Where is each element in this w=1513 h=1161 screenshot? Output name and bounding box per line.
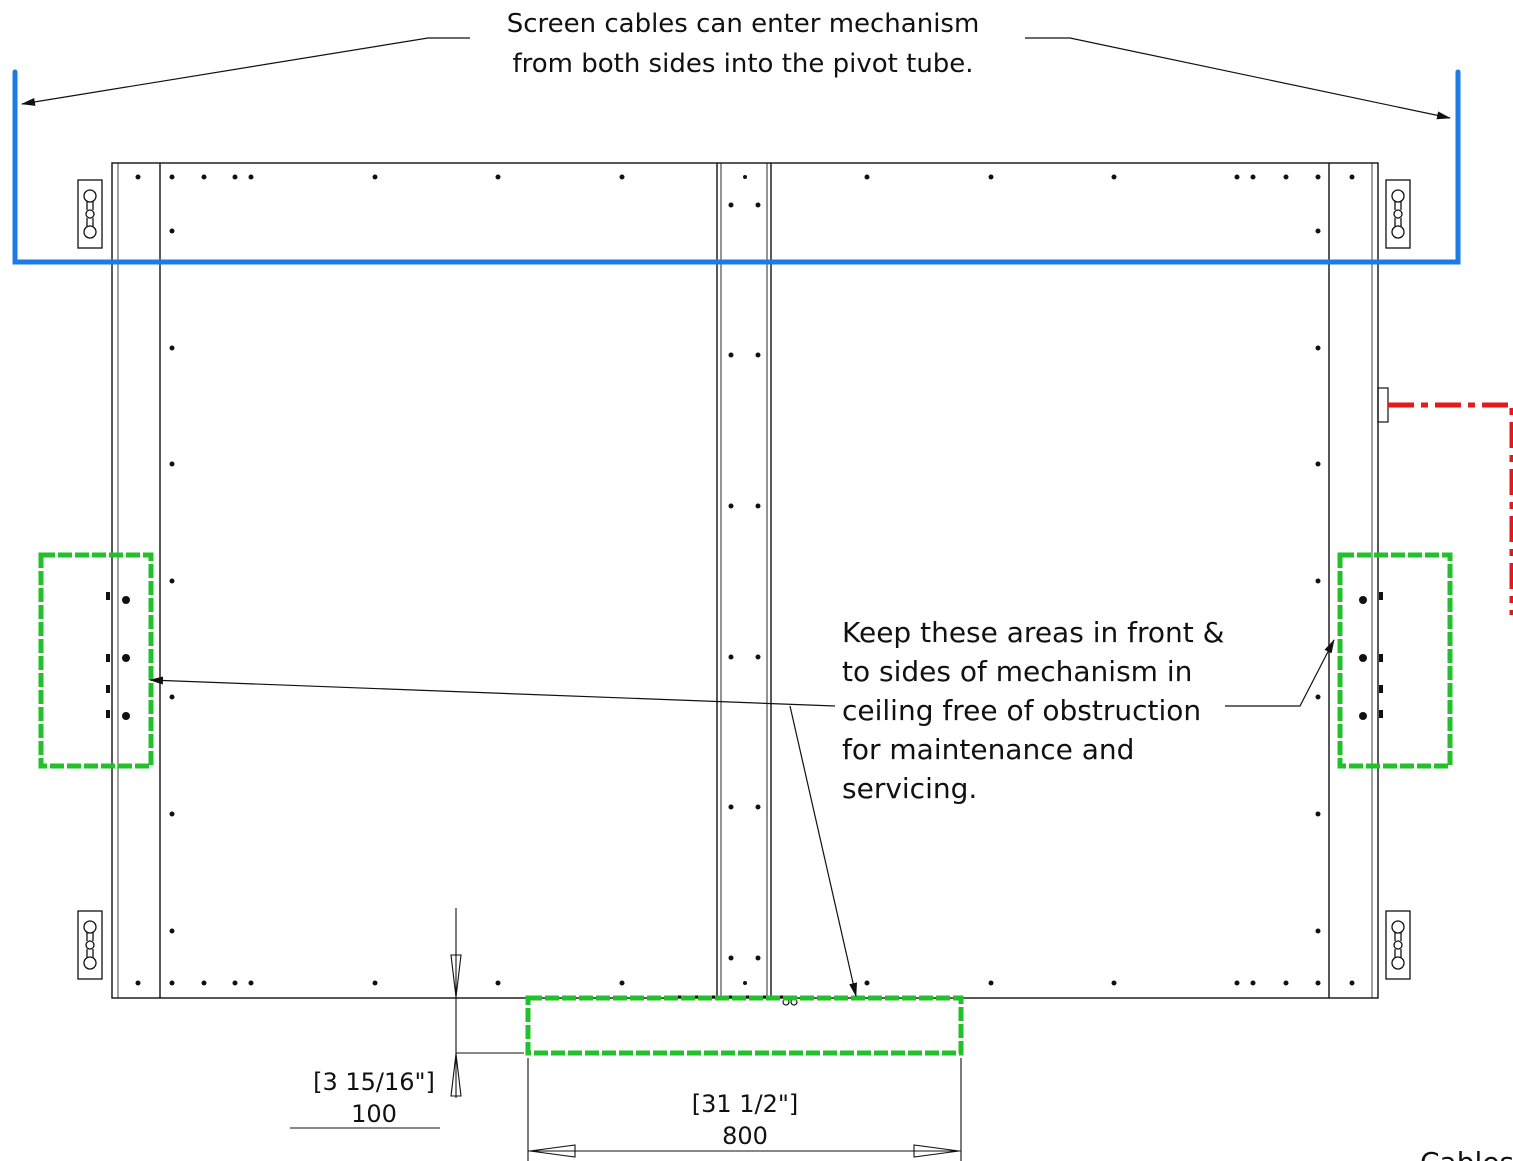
cable-entry-path bbox=[12, 69, 1461, 265]
clearance-zone-left bbox=[38, 552, 154, 769]
fastener-holes bbox=[106, 174, 1383, 986]
depth-dimension-imperial: [3 15/16"] bbox=[313, 1068, 435, 1096]
mounting-bracket-bottom-right bbox=[1385, 910, 1411, 980]
width-dimension-imperial: [31 1/2"] bbox=[692, 1090, 799, 1118]
depth-dimension bbox=[290, 908, 524, 1129]
keep-note-line-2: to sides of mechanism in bbox=[842, 655, 1192, 688]
clearance-zone-right bbox=[1337, 552, 1453, 769]
cables-note-partial: Cables bbox=[1420, 1146, 1513, 1161]
top-note-leaders bbox=[21, 37, 1451, 120]
side-connector bbox=[1377, 387, 1389, 423]
keep-note-line-5: servicing. bbox=[842, 772, 977, 805]
keep-note-line-3: ceiling free of obstruction bbox=[842, 694, 1201, 727]
mounting-bracket-top-left bbox=[77, 179, 103, 249]
keep-note-leaders bbox=[149, 639, 1335, 997]
keep-note-line-4: for maintenance and bbox=[842, 733, 1134, 766]
top-note-line-1: Screen cables can enter mechanism bbox=[507, 9, 980, 39]
keep-note-line-1: Keep these areas in front & bbox=[842, 616, 1224, 649]
clearance-zones bbox=[38, 552, 1453, 1056]
top-note-line-2: from both sides into the pivot tube. bbox=[512, 49, 973, 79]
width-dimension bbox=[527, 1058, 962, 1161]
mounting-bracket-top-right bbox=[1385, 179, 1411, 249]
mechanism-frame bbox=[111, 162, 1379, 999]
clearance-zone-front bbox=[525, 995, 964, 1056]
depth-dimension-metric: 100 bbox=[351, 1100, 397, 1128]
pivot-tube bbox=[670, 163, 798, 1006]
mounting-bracket-bottom-left bbox=[77, 910, 103, 980]
width-dimension-metric: 800 bbox=[722, 1122, 768, 1150]
